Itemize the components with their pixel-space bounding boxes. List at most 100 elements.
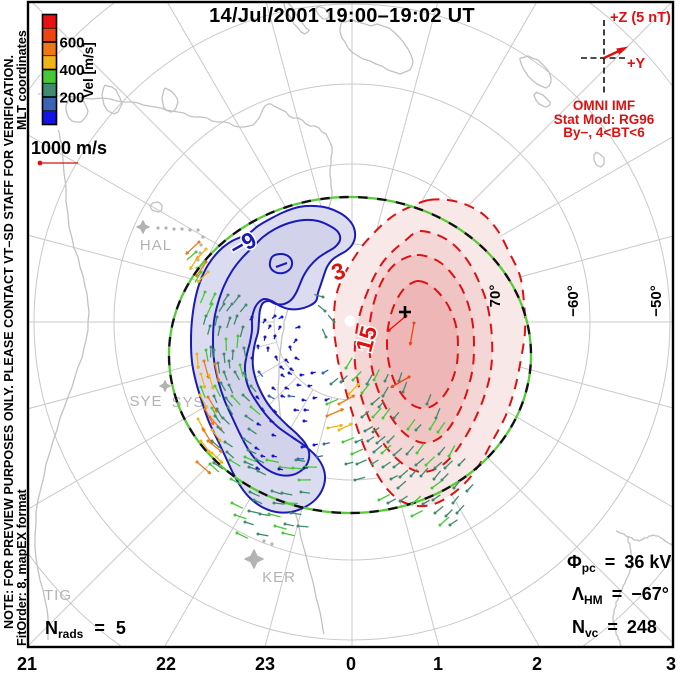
velocity-vector	[262, 318, 267, 324]
vector-tail	[207, 325, 211, 335]
mlt-axis-label: 21	[17, 654, 37, 674]
velocity-vector	[444, 509, 453, 518]
radar-fov-dot	[196, 228, 200, 232]
velocity-vector	[390, 375, 411, 389]
vector-tail	[295, 357, 300, 361]
vector-tail	[278, 468, 283, 471]
vector-tail	[228, 360, 231, 369]
velocity-vector	[294, 356, 300, 361]
velocity-vector	[273, 334, 277, 340]
velocity-vector	[194, 270, 203, 283]
vector-tail	[250, 385, 257, 393]
velocity-vector	[457, 458, 466, 467]
colorbar-segment	[42, 69, 57, 84]
velocity-vector	[242, 437, 252, 445]
vector-tail	[429, 418, 437, 430]
station-label: KER	[262, 569, 296, 586]
vector-tail	[231, 395, 241, 406]
vector-tail	[321, 328, 327, 338]
velocity-vector	[401, 381, 408, 394]
velocity-vector	[419, 467, 429, 478]
velocity-vector	[272, 501, 285, 505]
velocity-vector	[386, 435, 395, 444]
velocity-vector	[246, 448, 257, 455]
velocity-vector	[280, 491, 293, 496]
velocity-vector	[210, 428, 222, 443]
velocity-vector	[351, 370, 362, 382]
vector-tail	[239, 326, 244, 338]
radar-fov-dot	[156, 226, 160, 230]
vector-tail	[194, 271, 202, 283]
mlt-axis-label: 1	[433, 654, 443, 674]
positive-potential-contour	[385, 279, 460, 410]
vector-tail	[211, 429, 222, 443]
velocity-vector	[360, 383, 371, 395]
velocity-vector	[255, 466, 261, 470]
vector-tail	[223, 353, 226, 364]
coastline	[34, 129, 90, 640]
note-left-label: NOTE: FOR PREVIEW PURPOSES ONLY. PLEASE …	[2, 55, 16, 629]
vector-tail	[426, 394, 432, 405]
mlt-coordinates-label: MLT coordinates	[15, 30, 29, 130]
vector-tail	[258, 371, 264, 378]
vector-tail	[244, 456, 257, 463]
latitude-ring-label: −60°	[565, 285, 582, 316]
vector-tail	[214, 316, 218, 326]
vector-tail	[231, 350, 234, 361]
vector-arrowhead	[207, 450, 211, 454]
imf-y-label: +Y	[627, 56, 645, 72]
vector-tail	[249, 491, 260, 497]
velocity-vector	[317, 304, 327, 313]
velocity-vector	[314, 293, 325, 299]
vector-tail	[226, 303, 233, 312]
vector-tail	[257, 470, 267, 476]
mlt-meridian	[28, 234, 277, 303]
vector-tail	[255, 447, 260, 451]
velocity-vector	[206, 302, 214, 316]
velocity-vector	[265, 458, 279, 463]
velocity-vector	[256, 422, 262, 426]
velocity-vector	[267, 324, 272, 330]
velocity-vector	[212, 461, 224, 470]
velocity-vector	[207, 324, 212, 335]
velocity-vector	[260, 454, 266, 458]
vector-tail	[285, 387, 290, 390]
vector-tail	[207, 440, 223, 453]
velocity-vector	[295, 325, 301, 329]
vector-tail	[223, 371, 228, 381]
vector-tail	[214, 385, 221, 397]
vector-tail	[273, 410, 278, 413]
stat-nrads-sym: N	[45, 618, 58, 638]
mlt-axis-label: 3	[666, 654, 676, 674]
vector-tail	[325, 397, 330, 401]
velocity-vector	[415, 442, 425, 455]
velocity-vector	[409, 468, 418, 478]
velocity-vector	[225, 450, 235, 459]
vector-tail	[200, 440, 211, 454]
latitude-ring-label: 70°	[487, 285, 504, 308]
velocity-vector	[277, 325, 282, 331]
vector-tail	[244, 461, 254, 467]
velocity-vector	[255, 395, 260, 400]
vector-tail	[378, 400, 385, 408]
velocity-vector	[406, 418, 416, 431]
velocity-vector	[344, 461, 354, 466]
velocity-vector	[337, 394, 356, 406]
station-label: TIG	[44, 587, 72, 604]
vector-tail	[248, 466, 258, 471]
coastline	[65, 97, 89, 123]
velocity-vector	[254, 446, 260, 451]
velocity-vector	[312, 396, 318, 400]
vector-tail	[415, 457, 425, 466]
vector-tail	[208, 374, 215, 390]
velocity-vector	[392, 411, 400, 420]
velocity-vector	[297, 478, 312, 482]
vector-arrowhead	[218, 439, 222, 443]
velocity-vector	[288, 345, 292, 351]
velocity-vector	[350, 448, 364, 456]
velocity-vector	[248, 490, 260, 497]
vector-tail	[257, 533, 269, 537]
vector-tail	[228, 384, 234, 394]
vector-tail	[200, 386, 206, 399]
